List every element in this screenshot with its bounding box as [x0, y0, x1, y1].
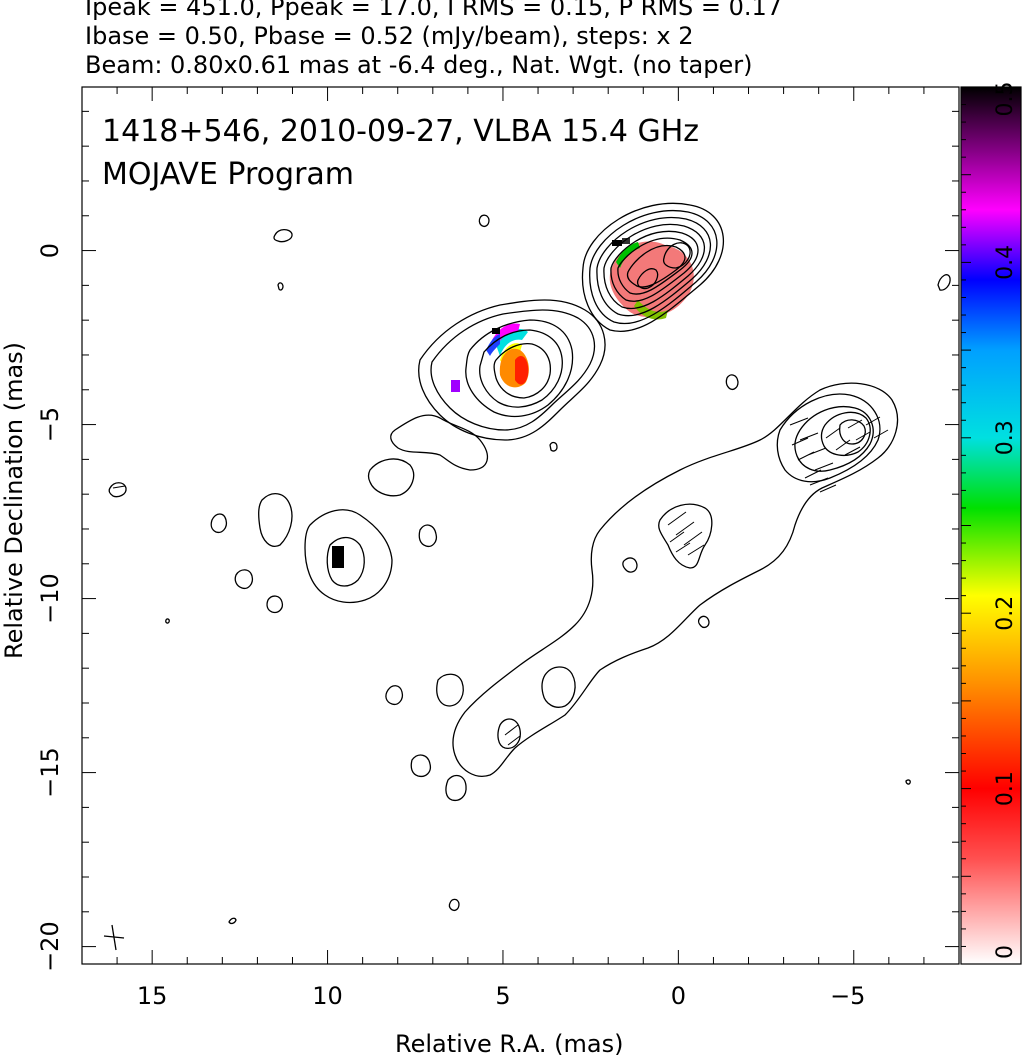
axis-ticks: 15 10 5 0 −5 0 −5 −10 −15 −20	[36, 87, 959, 1010]
beam-marker	[103, 924, 125, 951]
colorbar-tick-label: 0.4	[993, 245, 1018, 280]
plot-title-line-2: MOJAVE Program	[102, 157, 354, 192]
polarization-patches	[332, 238, 694, 568]
header-line-2: Ibase = 0.50, Pbase = 0.52 (mJy/beam), s…	[85, 22, 694, 50]
header-line-1: Ipeak = 451.0, Ppeak = 17.0, I RMS = 0.1…	[85, 0, 783, 21]
intensity-contours	[108, 202, 951, 925]
colorbar-tick-label: 0.5	[993, 82, 1018, 117]
x-tick-label: −5	[830, 982, 865, 1010]
plot-title-line-1: 1418+546, 2010-09-27, VLBA 15.4 GHz	[102, 114, 699, 149]
y-tick-label: 0	[36, 243, 64, 258]
x-tick-label: 15	[137, 982, 168, 1010]
header-line-3: Beam: 0.80x0.61 mas at -6.4 deg., Nat. W…	[85, 51, 753, 79]
colorbar-tick-label: 0.2	[993, 596, 1018, 631]
x-tick-label: 10	[312, 982, 343, 1010]
plot-frame	[81, 86, 960, 965]
y-tick-label: −5	[36, 407, 64, 442]
x-axis-label: Relative R.A. (mas)	[395, 1030, 624, 1058]
y-tick-label: −15	[36, 747, 64, 798]
colorbar-ticks: 0 0.1 0.2 0.3 0.4 0.5	[961, 82, 1018, 965]
colorbar-tick-label: 0.3	[993, 420, 1018, 455]
colorbar-tick-label: 0	[993, 945, 1018, 959]
y-axis-label: Relative Declination (mas)	[0, 341, 28, 659]
y-tick-label: −10	[36, 573, 64, 624]
pol-patch-core	[609, 241, 694, 318]
x-tick-label: 0	[671, 982, 686, 1010]
colorbar-tick-label: 0.1	[993, 771, 1018, 806]
evpa-ticks	[112, 416, 889, 746]
y-tick-label: −20	[36, 921, 64, 972]
x-tick-label: 5	[495, 982, 510, 1010]
